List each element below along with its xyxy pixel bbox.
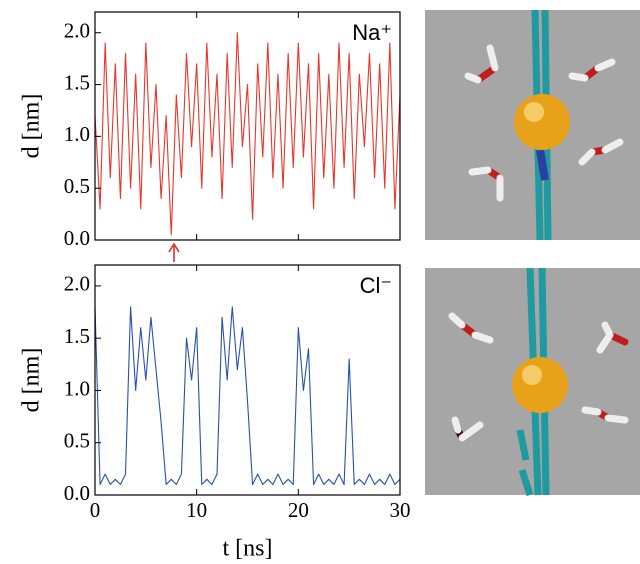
series-line (94, 306, 401, 486)
molecule-image-bottom (425, 267, 640, 497)
x-axis-label: t [ns] (223, 536, 273, 562)
y-axis-label: d [nm] (19, 348, 45, 413)
event-arrow (168, 242, 180, 262)
y-tick-label: 1.0 (64, 122, 90, 146)
y-tick-label: 1.0 (64, 376, 90, 400)
y-axis-label: d [nm] (19, 94, 45, 159)
series-annotation: Cl⁻ (360, 273, 392, 298)
x-tick-label: 0 (90, 498, 101, 522)
plot-frame (94, 11, 401, 241)
series-annotation: Na⁺ (352, 20, 392, 45)
y-tick-label: 1.5 (64, 324, 90, 348)
y-tick-label: 2.0 (64, 19, 90, 43)
series-line (94, 32, 401, 236)
x-tick-label: 30 (390, 498, 411, 522)
y-tick-label: 0.0 (64, 226, 90, 250)
y-tick-label: 0.5 (64, 429, 90, 453)
y-tick-label: 0.0 (64, 481, 90, 505)
molecule-image-top (425, 9, 640, 241)
y-tick-label: 2.0 (64, 272, 90, 296)
x-tick-label: 20 (288, 498, 309, 522)
y-tick-label: 0.5 (64, 174, 90, 198)
x-tick-label: 10 (186, 498, 207, 522)
y-tick-label: 1.5 (64, 70, 90, 94)
plot-frame (94, 264, 401, 496)
